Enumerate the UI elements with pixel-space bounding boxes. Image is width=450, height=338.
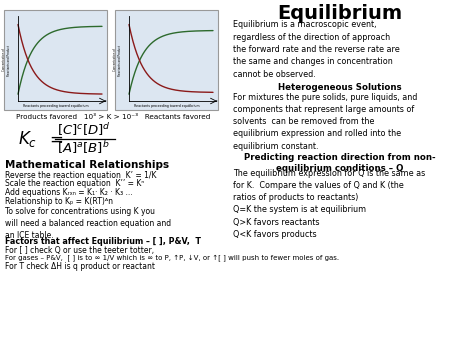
- Text: To solve for concentrations using K you
will need a balanced reaction equation a: To solve for concentrations using K you …: [5, 207, 171, 240]
- Text: For mixtures the pure solids, pure liquids, and
components that represent large : For mixtures the pure solids, pure liqui…: [233, 93, 418, 151]
- Text: For T check ΔH is q product or reactant: For T check ΔH is q product or reactant: [5, 262, 155, 271]
- Bar: [115, 10, 218, 110]
- Text: Heterogeneous Solutions: Heterogeneous Solutions: [278, 83, 402, 92]
- Text: $K_c$: $K_c$: [18, 129, 37, 149]
- Text: Reverse the reaction equation  K’ = 1/K: Reverse the reaction equation K’ = 1/K: [5, 171, 157, 180]
- Text: Concentration of
Reactants and Product: Concentration of Reactants and Product: [113, 45, 122, 75]
- Text: Predicting reaction direction from non-
equilibrium conditions – Q: Predicting reaction direction from non- …: [244, 153, 436, 173]
- Text: $[C]^c[D]^d$: $[C]^c[D]^d$: [57, 122, 111, 139]
- Text: Relationship to Kₚ = K(RT)ᴬn: Relationship to Kₚ = K(RT)ᴬn: [5, 196, 113, 206]
- Text: Mathematical Relationships: Mathematical Relationships: [5, 160, 169, 170]
- Text: $[A]^a[B]^b$: $[A]^a[B]^b$: [57, 140, 109, 156]
- Text: Products favored   10³ > K > 10⁻³   Reactants favored: Products favored 10³ > K > 10⁻³ Reactant…: [16, 114, 210, 120]
- Text: Equilibrium is a macroscopic event,
regardless of the direction of approach
the : Equilibrium is a macroscopic event, rega…: [233, 20, 400, 79]
- Text: The equilibrium expression for Q is the same as
for K.  Compare the values of Q : The equilibrium expression for Q is the …: [233, 169, 425, 239]
- Text: Reactants proceeding toward equilibrium: Reactants proceeding toward equilibrium: [22, 104, 88, 108]
- Text: Add equations Kᵣₓₙ = K₁· K₂ · K₃ ...: Add equations Kᵣₓₙ = K₁· K₂ · K₃ ...: [5, 188, 133, 197]
- Text: Factors that affect Equilibrium – [ ], P&V,  T: Factors that affect Equilibrium – [ ], P…: [5, 237, 201, 246]
- Bar: [4, 10, 107, 110]
- Text: Reactants proceeding toward equilibrium: Reactants proceeding toward equilibrium: [134, 104, 199, 108]
- Text: Scale the reaction equation  K’’ = Kⁿ: Scale the reaction equation K’’ = Kⁿ: [5, 179, 144, 189]
- Text: For [ ] check Q or use the teeter totter,: For [ ] check Q or use the teeter totter…: [5, 246, 154, 255]
- Text: Equilibrium: Equilibrium: [278, 4, 403, 23]
- Text: Concentration of
Reactants and Product: Concentration of Reactants and Product: [2, 45, 11, 75]
- Text: $=$: $=$: [46, 130, 63, 148]
- Text: For gases – P&V,  [ ] is to ∞ 1/V which is ∞ to P, ↑P, ↓V, or ↑[ ] will push to : For gases – P&V, [ ] is to ∞ 1/V which i…: [5, 254, 339, 261]
